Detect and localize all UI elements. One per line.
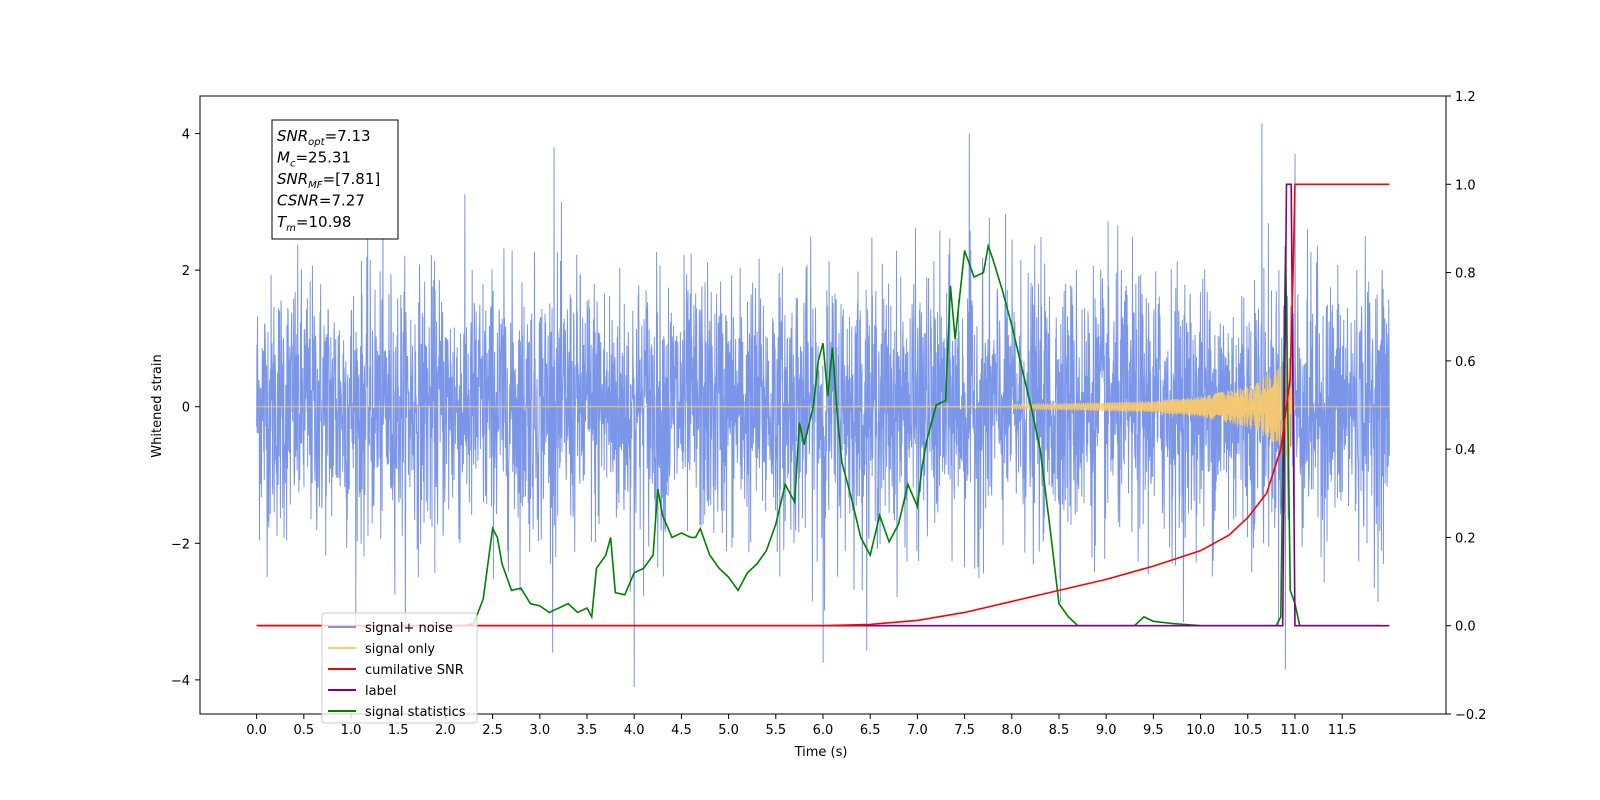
legend-label: label [365, 684, 396, 699]
x-tick-label: 8.5 [1049, 723, 1070, 738]
y2-tick-label: 0.2 [1455, 531, 1476, 546]
signal-noise-line [256, 123, 1390, 687]
x-tick-label: 6.5 [860, 723, 881, 738]
legend: signal+ noise signal only cumilative SNR la… [321, 612, 478, 724]
x-tick-label: 3.0 [529, 723, 550, 738]
legend-frame [321, 612, 478, 724]
y-tick-label: −2 [171, 537, 190, 552]
y-axis-label: Whitened strain [150, 354, 165, 457]
x-tick-label: 3.5 [577, 723, 598, 738]
signal-only-line [256, 356, 1390, 460]
x-axis-label: Time (s) [794, 745, 848, 760]
x-tick-label: 2.5 [482, 723, 503, 738]
x-tick-label: 5.5 [765, 723, 786, 738]
annotation-box: SNRopt=7.13Mc=25.31SNRMF=[7.81]CSNR=7.27… [271, 119, 399, 240]
y2-tick-label: 1.2 [1455, 90, 1476, 105]
annotation-line: SNRMF=[7.81] [277, 170, 380, 191]
label-line [256, 183, 1390, 627]
x-tick-label: 4.5 [671, 723, 692, 738]
x-tick-label: 9.5 [1143, 723, 1164, 738]
x-tick-label: 6.0 [813, 723, 834, 738]
x-tick-label: 5.0 [718, 723, 739, 738]
x-tick-label: 2.0 [435, 723, 456, 738]
annotation-line: Mc=25.31 [277, 149, 351, 170]
signal-noise-series [256, 123, 1390, 687]
x-tick-label: 11.0 [1280, 723, 1309, 738]
y2-tick-label: 0.6 [1455, 355, 1476, 370]
legend-label: signal statistics [365, 705, 466, 720]
x-tick-label: 10.5 [1233, 723, 1262, 738]
y-tick-label: 0 [182, 401, 190, 416]
x-tick-label: 1.0 [341, 723, 362, 738]
x-tick-label: 0.0 [246, 723, 267, 738]
y-tick-label: −4 [171, 674, 190, 689]
y2-tick-label: 1.0 [1455, 178, 1476, 193]
x-tick-label: 10.0 [1186, 723, 1215, 738]
legend-label: signal only [365, 642, 435, 657]
x-axis: 0.0 0.5 1.0 1.5 2.0 2.5 3.0 3.5 4.0 4.5 5.0 5.5 6.0 6… [246, 714, 1357, 738]
annotation-line: CSNR=7.27 [277, 192, 365, 210]
cumulative-snr-line [256, 183, 1390, 627]
x-tick-label: 8.0 [1001, 723, 1022, 738]
x-tick-label: 0.5 [293, 723, 314, 738]
annotation-line: Tm=10.98 [277, 213, 351, 234]
y2-tick-label: −0.2 [1455, 708, 1487, 723]
annotation-frame [271, 119, 399, 240]
signal-statistics-line [256, 242, 1380, 627]
annotation-line: SNRopt=7.13 [277, 127, 371, 148]
signal-only-series [256, 356, 1390, 460]
y2-tick-label: 0.4 [1455, 443, 1476, 458]
y2-tick-label: 0.8 [1455, 267, 1476, 282]
x-tick-label: 7.0 [907, 723, 928, 738]
x-tick-label: 1.5 [388, 723, 409, 738]
y-axis-left: 4 2 0 −2 −4 [171, 128, 200, 689]
y-tick-label: 4 [182, 128, 190, 143]
y2-tick-label: 0.0 [1455, 620, 1476, 635]
y-axis-right: 1.2 1.0 0.8 0.6 0.4 0.2 0.0 −0.2 [1446, 90, 1487, 723]
x-tick-label: 4.0 [624, 723, 645, 738]
y-tick-label: 2 [182, 264, 190, 279]
right-axis-series [256, 183, 1390, 627]
x-tick-label: 11.5 [1328, 723, 1357, 738]
x-tick-label: 9.0 [1096, 723, 1117, 738]
legend-label: signal+ noise [365, 621, 453, 636]
x-tick-label: 7.5 [954, 723, 975, 738]
legend-label: cumilative SNR [365, 663, 464, 678]
